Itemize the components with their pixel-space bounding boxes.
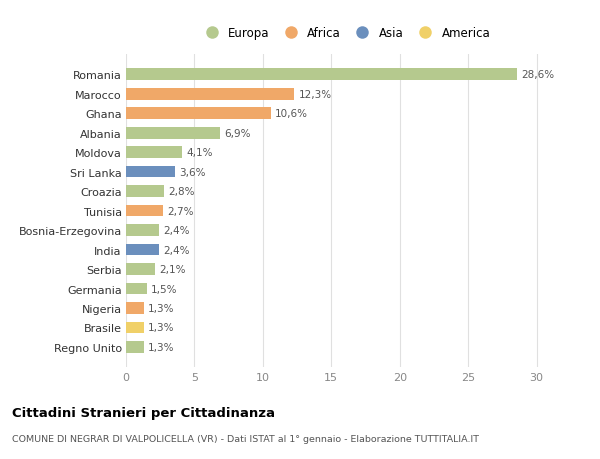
Bar (126, 147, 182, 159)
Text: 2,8%: 2,8% (169, 187, 195, 197)
Text: 2,7%: 2,7% (167, 206, 194, 216)
Text: 28,6%: 28,6% (521, 70, 554, 80)
Bar (126, 128, 220, 139)
Bar (126, 225, 159, 236)
Bar (126, 302, 144, 314)
Bar (126, 186, 164, 197)
Text: 1,3%: 1,3% (148, 342, 175, 352)
Bar (126, 89, 295, 101)
Text: 1,3%: 1,3% (148, 323, 175, 333)
Text: 10,6%: 10,6% (275, 109, 308, 119)
Text: Cittadini Stranieri per Cittadinanza: Cittadini Stranieri per Cittadinanza (12, 406, 275, 419)
Text: COMUNE DI NEGRAR DI VALPOLICELLA (VR) - Dati ISTAT al 1° gennaio - Elaborazione : COMUNE DI NEGRAR DI VALPOLICELLA (VR) - … (12, 434, 479, 443)
Text: 12,3%: 12,3% (298, 90, 332, 100)
Text: 1,5%: 1,5% (151, 284, 177, 294)
Bar (126, 167, 175, 178)
Bar (126, 205, 163, 217)
Bar (126, 283, 146, 295)
Text: 2,4%: 2,4% (163, 245, 190, 255)
Text: 6,9%: 6,9% (224, 129, 251, 139)
Bar (126, 263, 155, 275)
Text: 2,1%: 2,1% (159, 264, 185, 274)
Text: 1,3%: 1,3% (148, 303, 175, 313)
Bar (126, 69, 517, 81)
Bar (126, 244, 159, 256)
Text: 3,6%: 3,6% (179, 167, 206, 177)
Text: 4,1%: 4,1% (186, 148, 213, 158)
Legend: Europa, Africa, Asia, America: Europa, Africa, Asia, America (200, 27, 490, 39)
Bar (126, 322, 144, 334)
Text: 2,4%: 2,4% (163, 225, 190, 235)
Bar (126, 341, 144, 353)
Bar (126, 108, 271, 120)
